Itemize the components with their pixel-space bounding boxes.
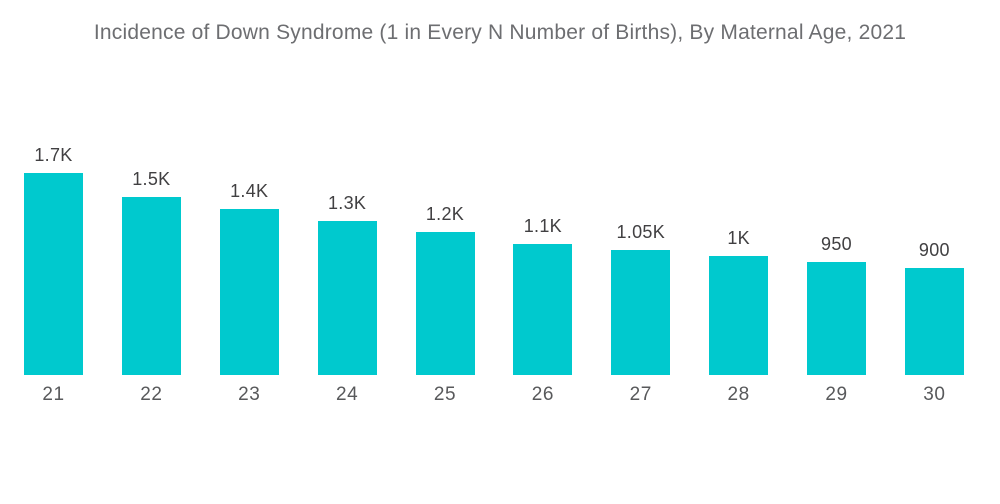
bar-value-label: 1.3K: [328, 192, 367, 213]
bar-column: 1.7K 21: [24, 144, 83, 406]
x-tick-label: 28: [727, 384, 750, 405]
bar: [513, 244, 573, 375]
bar-column: 1.5K 22: [121, 144, 181, 406]
x-tick-label: 27: [629, 384, 652, 405]
bar: [709, 256, 769, 375]
bar-value-label: 1K: [727, 228, 750, 249]
x-tick-label: 21: [42, 384, 65, 405]
chart-title: Incidence of Down Syndrome (1 in Every N…: [93, 21, 907, 44]
x-tick-label: 26: [531, 384, 554, 405]
x-tick-label: 29: [825, 384, 848, 405]
bar: [317, 220, 377, 375]
bar-column: 1K 28: [709, 144, 769, 406]
bar-column: 900 30: [904, 144, 964, 406]
bar-value-label: 1.05K: [616, 222, 666, 243]
bar: [904, 268, 964, 375]
bar-value-label: 950: [821, 234, 852, 255]
bar: [219, 208, 279, 375]
bar-value-label: 1.7K: [34, 145, 73, 165]
x-tick-label: 25: [433, 384, 457, 405]
x-tick-label: 22: [140, 384, 163, 405]
bar: [807, 262, 866, 375]
bar-value-label: 900: [918, 240, 950, 261]
bar-column: 1.05K 27: [611, 144, 671, 406]
bar-value-label: 1.4K: [230, 180, 269, 201]
bar-value-label: 1.1K: [523, 216, 562, 237]
bar-chart-plot-area: 1.7K 21 1.5K 22 1.4K 23 1.3K 24 1.2K 25 1.1K 26 1.05…: [0, 144, 1000, 406]
bar-column: 1.3K 24: [317, 144, 377, 406]
x-tick-label: 23: [238, 384, 261, 405]
bar-column: 950 29: [807, 144, 866, 406]
bar-value-label: 1.5K: [132, 168, 171, 189]
x-tick-label: 24: [336, 384, 359, 405]
bar: [611, 250, 671, 375]
x-tick-label: 30: [923, 384, 946, 405]
bar-column: 1.2K 25: [415, 144, 475, 406]
bar: [24, 173, 83, 375]
bar-column: 1.1K 26: [513, 144, 573, 406]
bar: [121, 196, 181, 375]
bar-column: 1.4K 23: [219, 144, 279, 406]
bar-value-label: 1.2K: [425, 204, 465, 225]
bar: [415, 232, 475, 375]
